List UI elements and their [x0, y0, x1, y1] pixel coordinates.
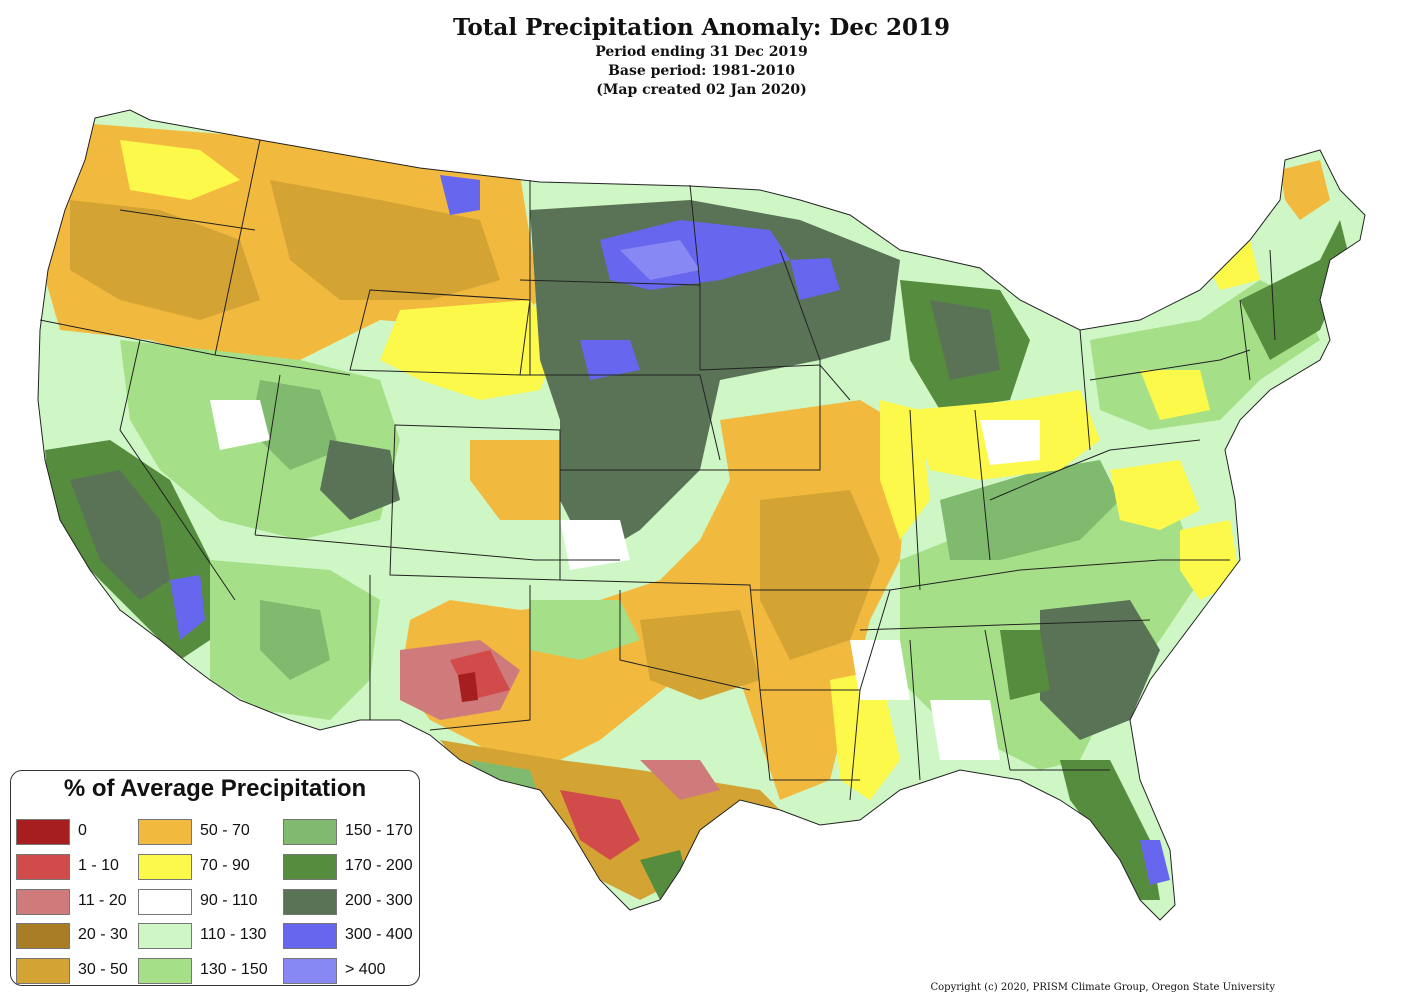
copyright-notice: Copyright (c) 2020, PRISM Climate Group,…	[930, 982, 1276, 993]
legend-label: 200 - 300	[345, 892, 413, 909]
legend-item: 110 - 130	[138, 923, 268, 949]
legend-label: 11 - 20	[78, 892, 127, 909]
state-boundaries	[37, 109, 1366, 921]
legend-item: 20 - 30	[16, 923, 146, 949]
legend-label: 20 - 30	[78, 926, 128, 943]
legend: % of Average Precipitation 0 1 - 10 11 -…	[10, 770, 420, 986]
map-title: Total Precipitation Anomaly: Dec 2019	[452, 14, 950, 41]
legend-swatch	[16, 958, 70, 984]
legend-swatch	[138, 958, 192, 984]
legend-item: 150 - 170	[283, 819, 413, 845]
legend-item: 300 - 400	[283, 923, 413, 949]
legend-label: 30 - 50	[78, 961, 128, 978]
legend-label: 170 - 200	[345, 857, 413, 874]
legend-label: 110 - 130	[200, 926, 267, 943]
legend-label: 70 - 90	[200, 857, 250, 874]
legend-item: 70 - 90	[138, 854, 268, 880]
legend-label: 130 - 150	[200, 961, 268, 978]
period-line: Period ending 31 Dec 2019	[595, 44, 808, 60]
base-period-line: Base period: 1981-2010	[608, 63, 795, 79]
legend-item: 1 - 10	[16, 854, 146, 880]
legend-swatch	[283, 958, 337, 984]
legend-swatch	[16, 854, 70, 880]
legend-item: 200 - 300	[283, 889, 413, 915]
legend-swatch	[138, 889, 192, 915]
legend-item: 50 - 70	[138, 819, 268, 845]
legend-item: 11 - 20	[16, 889, 146, 915]
legend-label: 300 - 400	[345, 926, 413, 943]
legend-swatch	[16, 923, 70, 949]
legend-item: 30 - 50	[16, 958, 146, 984]
legend-swatch	[283, 923, 337, 949]
legend-swatch	[283, 854, 337, 880]
legend-label: 90 - 110	[200, 892, 258, 909]
legend-swatch	[283, 819, 337, 845]
legend-label: 0	[78, 822, 87, 839]
legend-swatch	[138, 819, 192, 845]
legend-title: % of Average Precipitation	[63, 775, 367, 802]
legend-swatch	[16, 819, 70, 845]
legend-swatch	[138, 854, 192, 880]
legend-label: 150 - 170	[345, 822, 413, 839]
legend-label: > 400	[345, 961, 386, 978]
legend-item: 130 - 150	[138, 958, 268, 984]
legend-item: 90 - 110	[138, 889, 268, 915]
legend-item: 170 - 200	[283, 854, 413, 880]
legend-item: 0	[16, 819, 146, 845]
legend-label: 50 - 70	[200, 822, 250, 839]
legend-swatch	[16, 889, 70, 915]
legend-label: 1 - 10	[78, 857, 119, 874]
legend-item: > 400	[283, 958, 413, 984]
legend-swatch	[283, 889, 337, 915]
legend-swatch	[138, 923, 192, 949]
created-line: (Map created 02 Jan 2020)	[596, 82, 807, 98]
